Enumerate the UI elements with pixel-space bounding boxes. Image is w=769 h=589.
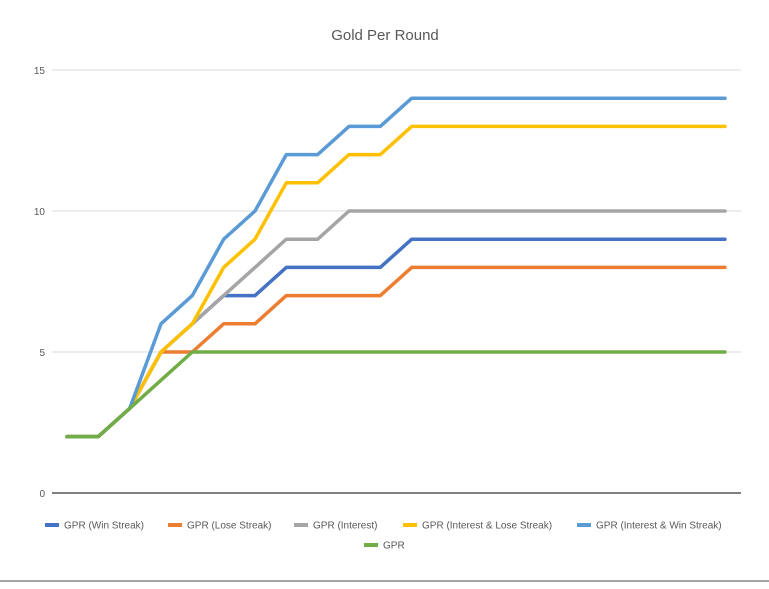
legend-swatch-gpr-interest-lose-streak: [403, 523, 417, 527]
series-line-gpr-interest-win-streak: [65, 96, 727, 439]
chart-title: Gold Per Round: [331, 27, 439, 44]
series-line-gpr-interest: [65, 209, 727, 439]
legend-label-gpr-interest-lose-streak: GPR (Interest & Lose Streak): [422, 521, 552, 532]
series-line-gpr-interest-lose-streak: [65, 124, 727, 439]
legend-label-gpr-interest: GPR (Interest): [313, 521, 377, 532]
series-line-gpr: [65, 350, 727, 439]
legend-swatch-gpr-interest: [294, 523, 308, 527]
y-axis-tick-labels: 0 5 10 15: [34, 66, 46, 500]
legend-label-gpr: GPR: [383, 541, 405, 552]
legend: GPR (Win Streak) GPR (Lose Streak) GPR (In…: [45, 521, 722, 552]
y-tick-label: 0: [39, 489, 45, 500]
y-tick-label: 5: [39, 348, 45, 359]
legend-label-gpr-win-streak: GPR (Win Streak): [64, 521, 144, 532]
legend-swatch-gpr-interest-win-streak: [577, 523, 591, 527]
y-tick-label: 15: [34, 66, 46, 77]
legend-swatch-gpr-win-streak: [45, 523, 59, 527]
legend-label-gpr-interest-win-streak: GPR (Interest & Win Streak): [596, 521, 722, 532]
legend-swatch-gpr-lose-streak: [168, 523, 182, 527]
series-lines: [65, 96, 727, 439]
legend-swatch-gpr: [364, 543, 378, 547]
legend-label-gpr-lose-streak: GPR (Lose Streak): [187, 521, 271, 532]
series-line-gpr-lose-streak: [65, 265, 727, 439]
bottom-border: [0, 580, 769, 582]
y-tick-label: 10: [34, 207, 46, 218]
